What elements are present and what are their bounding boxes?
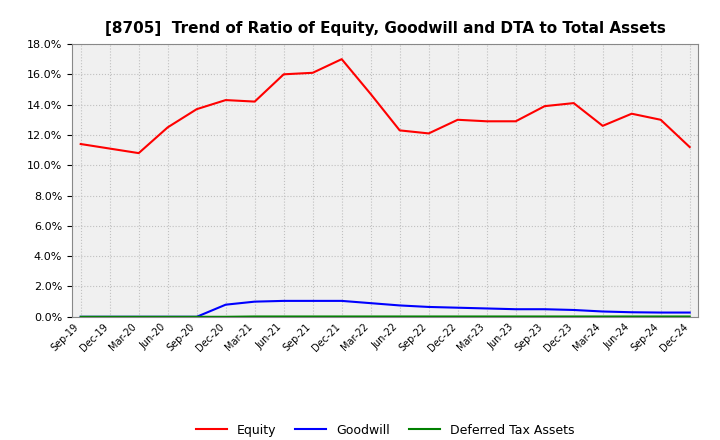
Equity <box>76 141 85 147</box>
Goodwill <box>454 305 462 310</box>
Line: Goodwill: Goodwill <box>81 301 690 317</box>
Legend: Equity, Goodwill, Deferred Tax Assets: Equity, Goodwill, Deferred Tax Assets <box>191 418 580 440</box>
Deferred Tax Assets <box>685 314 694 319</box>
Equity <box>366 92 375 97</box>
Equity <box>308 70 317 75</box>
Goodwill <box>482 306 491 311</box>
Equity <box>541 103 549 109</box>
Equity <box>627 111 636 116</box>
Goodwill <box>192 314 201 319</box>
Deferred Tax Assets <box>541 314 549 319</box>
Goodwill <box>541 307 549 312</box>
Equity <box>657 117 665 122</box>
Equity <box>511 119 520 124</box>
Goodwill <box>308 298 317 304</box>
Goodwill <box>251 299 259 304</box>
Deferred Tax Assets <box>424 314 433 319</box>
Deferred Tax Assets <box>570 314 578 319</box>
Equity <box>221 97 230 103</box>
Deferred Tax Assets <box>105 314 114 319</box>
Equity <box>163 125 172 130</box>
Equity <box>338 56 346 62</box>
Equity <box>424 131 433 136</box>
Deferred Tax Assets <box>338 314 346 319</box>
Goodwill <box>76 314 85 319</box>
Deferred Tax Assets <box>76 314 85 319</box>
Deferred Tax Assets <box>251 314 259 319</box>
Deferred Tax Assets <box>454 314 462 319</box>
Deferred Tax Assets <box>627 314 636 319</box>
Goodwill <box>135 314 143 319</box>
Deferred Tax Assets <box>395 314 404 319</box>
Deferred Tax Assets <box>482 314 491 319</box>
Goodwill <box>221 302 230 307</box>
Deferred Tax Assets <box>511 314 520 319</box>
Goodwill <box>338 298 346 304</box>
Goodwill <box>511 307 520 312</box>
Goodwill <box>570 307 578 312</box>
Equity <box>279 72 288 77</box>
Equity <box>251 99 259 104</box>
Deferred Tax Assets <box>192 314 201 319</box>
Deferred Tax Assets <box>657 314 665 319</box>
Goodwill <box>163 314 172 319</box>
Equity <box>570 100 578 106</box>
Goodwill <box>657 310 665 315</box>
Goodwill <box>395 303 404 308</box>
Equity <box>454 117 462 122</box>
Goodwill <box>105 314 114 319</box>
Equity <box>192 106 201 112</box>
Goodwill <box>598 309 607 314</box>
Goodwill <box>627 310 636 315</box>
Goodwill <box>685 310 694 315</box>
Deferred Tax Assets <box>279 314 288 319</box>
Equity <box>685 144 694 150</box>
Equity <box>105 146 114 151</box>
Goodwill <box>366 301 375 306</box>
Line: Equity: Equity <box>81 59 690 153</box>
Deferred Tax Assets <box>598 314 607 319</box>
Goodwill <box>424 304 433 310</box>
Deferred Tax Assets <box>366 314 375 319</box>
Deferred Tax Assets <box>163 314 172 319</box>
Equity <box>395 128 404 133</box>
Equity <box>482 119 491 124</box>
Equity <box>598 123 607 128</box>
Equity <box>135 150 143 156</box>
Deferred Tax Assets <box>135 314 143 319</box>
Title: [8705]  Trend of Ratio of Equity, Goodwill and DTA to Total Assets: [8705] Trend of Ratio of Equity, Goodwil… <box>105 21 665 36</box>
Deferred Tax Assets <box>221 314 230 319</box>
Deferred Tax Assets <box>308 314 317 319</box>
Goodwill <box>279 298 288 304</box>
